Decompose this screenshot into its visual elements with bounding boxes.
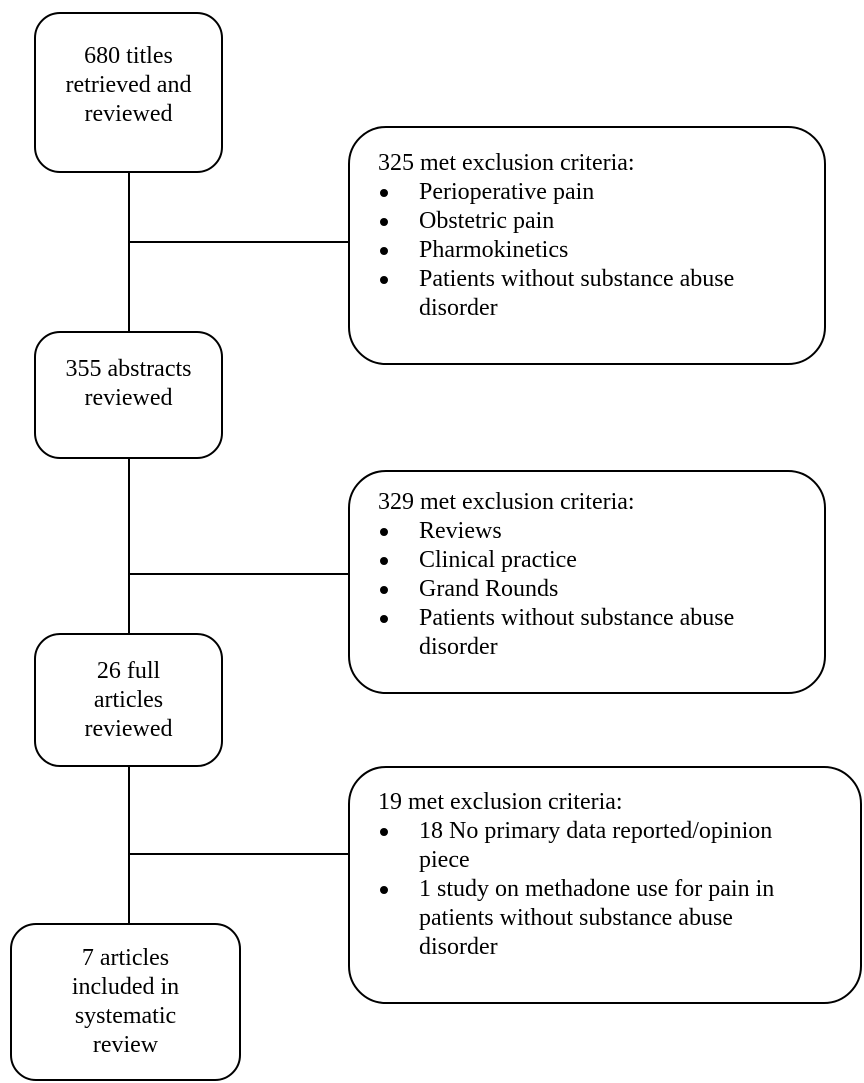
exclusion-item: Patients without substance abuse disorde… xyxy=(378,604,804,662)
exclusion-list: 18 No primary data reported/opinion piec… xyxy=(378,817,840,962)
exclusion-item: Perioperative pain xyxy=(378,178,804,207)
exclusion-item-text: disorder xyxy=(419,934,498,960)
step-text-line: retrieved and xyxy=(65,72,192,98)
step-text-line: reviewed xyxy=(84,385,173,411)
exclusion-item: Reviews xyxy=(378,517,804,546)
exclusion-item-text: 1 study on methadone use for pain in xyxy=(419,876,775,902)
exclusion-item-text: Patients without substance abuse xyxy=(419,266,735,292)
step-text-line: 680 titles xyxy=(84,43,173,69)
exclusion-item: 1 study on methadone use for pain in pat… xyxy=(378,875,840,962)
exclusion-box-titles: 325 met exclusion criteria: Perioperativ… xyxy=(348,126,826,365)
step-text-line: reviewed xyxy=(84,101,173,127)
exclusion-item-text: Clinical practice xyxy=(419,547,577,573)
exclusion-item-text: Obstetric pain xyxy=(419,208,555,234)
exclusion-item: Patients without substance abuse disorde… xyxy=(378,265,804,323)
exclusion-title: 329 met exclusion criteria: xyxy=(378,489,635,515)
exclusion-list: Perioperative pain Obstetric pain Pharmo… xyxy=(378,178,804,323)
exclusion-item-text: patients without substance abuse xyxy=(419,905,733,931)
step-text-line: included in xyxy=(71,974,180,1000)
exclusion-item: Grand Rounds xyxy=(378,575,804,604)
step-box-included: 7 articles included in systematic review xyxy=(10,923,241,1081)
step-text-line: systematic xyxy=(74,1003,177,1029)
exclusion-item: Obstetric pain xyxy=(378,207,804,236)
step-box-titles: 680 titles retrieved and reviewed xyxy=(34,12,223,173)
exclusion-title: 325 met exclusion criteria: xyxy=(378,150,635,176)
step-text-line: 26 full xyxy=(96,658,161,684)
exclusion-item: 18 No primary data reported/opinion piec… xyxy=(378,817,840,875)
exclusion-box-abstracts: 329 met exclusion criteria: Reviews Clin… xyxy=(348,470,826,694)
step-box-abstracts: 355 abstracts reviewed xyxy=(34,331,223,459)
exclusion-item-text: Pharmokinetics xyxy=(419,237,569,263)
exclusion-item: Pharmokinetics xyxy=(378,236,804,265)
step-box-full-articles: 26 full articles reviewed xyxy=(34,633,223,767)
exclusion-item-text: disorder xyxy=(419,295,498,321)
exclusion-item: Clinical practice xyxy=(378,546,804,575)
exclusion-item-text: Grand Rounds xyxy=(419,576,559,602)
step-text-line: articles xyxy=(93,687,164,713)
exclusion-item-text: Perioperative pain xyxy=(419,179,595,205)
exclusion-list: Reviews Clinical practice Grand Rounds P… xyxy=(378,517,804,662)
step-text-line: review xyxy=(92,1032,159,1058)
step-text-line: 7 articles xyxy=(81,945,170,971)
exclusion-item-text: 18 No primary data reported/opinion xyxy=(419,818,773,844)
step-text-line: reviewed xyxy=(84,716,173,742)
exclusion-item-text: piece xyxy=(419,847,470,873)
exclusion-title: 19 met exclusion criteria: xyxy=(378,789,623,815)
exclusion-item-text: disorder xyxy=(419,634,498,660)
step-text-line: 355 abstracts xyxy=(65,356,192,382)
exclusion-item-text: Patients without substance abuse xyxy=(419,605,735,631)
exclusion-item-text: Reviews xyxy=(419,518,502,544)
exclusion-box-full-articles: 19 met exclusion criteria: 18 No primary… xyxy=(348,766,862,1004)
